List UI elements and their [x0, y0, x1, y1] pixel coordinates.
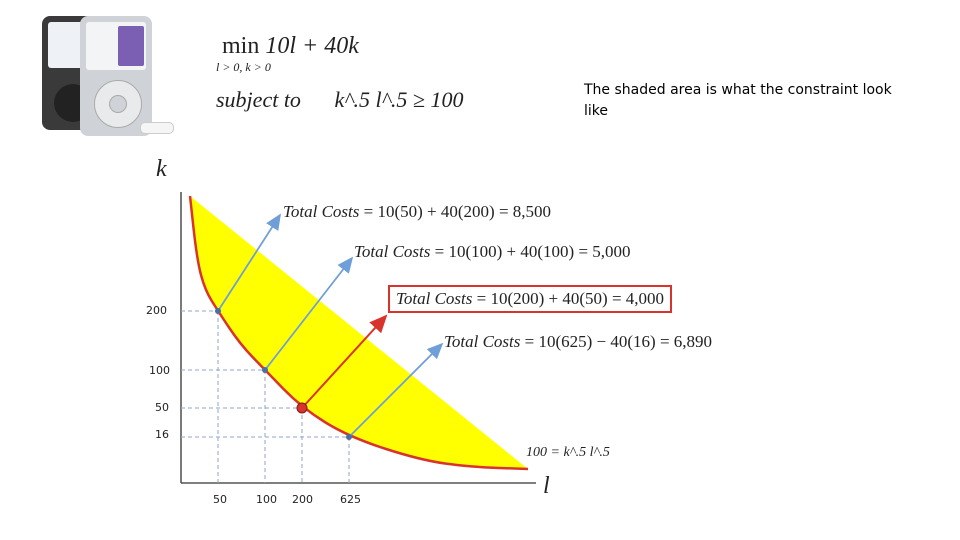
total-costs-expr: = 10(50) + 40(200) = 8,500 — [363, 202, 552, 221]
x-tick-100: 100 — [256, 493, 277, 506]
optimum-cost-arrow — [301, 314, 388, 409]
objective-min: min — [222, 33, 260, 59]
total-costs-2: Total Costs = 10(100) + 40(100) = 5,000 — [354, 242, 631, 262]
objective: min 10l + 40k — [222, 33, 359, 60]
y-tick-16: 16 — [155, 428, 169, 441]
total-costs-expr: = 10(200) + 40(50) = 4,000 — [476, 289, 665, 308]
x-tick-625: 625 — [340, 493, 361, 506]
curve-point — [346, 434, 352, 440]
x-axis-label: l — [543, 473, 550, 499]
shaded-area-note: The shaded area is what the constraint l… — [584, 82, 892, 119]
constraint: subject to k^.5 l^.5 ≥ 100 — [216, 87, 463, 113]
total-costs-1: Total Costs = 10(50) + 40(200) = 8,500 — [283, 202, 551, 222]
x-tick-50: 50 — [213, 493, 227, 506]
curve-point — [215, 308, 221, 314]
total-costs-4: Total Costs = 10(625) − 40(16) = 6,890 — [444, 332, 712, 352]
shaded-constraint-area — [190, 196, 528, 469]
cost-arrow — [264, 256, 354, 371]
total-costs-expr: = 10(100) + 40(100) = 5,000 — [434, 242, 631, 261]
y-tick-50: 50 — [155, 401, 169, 414]
y-tick-100: 100 — [149, 364, 170, 377]
y-axis-label: k — [156, 156, 167, 182]
curve-point — [262, 367, 268, 373]
constraint-curve — [188, 195, 529, 471]
optimum-point — [296, 402, 308, 414]
cost-arrow — [348, 342, 444, 438]
objective-expression: 10l + 40k — [265, 33, 359, 59]
total-costs-word: Total Costs — [283, 202, 360, 221]
ipod-image — [40, 14, 175, 136]
total-costs-word: Total Costs — [354, 242, 431, 261]
total-costs-expr: = 10(625) − 40(16) = 6,890 — [524, 332, 713, 351]
total-costs-3-highlighted: Total Costs = 10(200) + 40(50) = 4,000 — [388, 285, 673, 313]
objective-domain: l > 0, k > 0 — [216, 60, 271, 74]
constraint-expression: k^.5 l^.5 ≥ 100 — [334, 87, 464, 112]
cost-arrow — [217, 213, 281, 312]
y-tick-200: 200 — [146, 304, 167, 317]
curve-label: 100 = k^.5 l^.5 — [526, 445, 610, 460]
total-costs-word: Total Costs — [396, 289, 473, 308]
x-tick-200: 200 — [292, 493, 313, 506]
subject-to: subject to — [216, 87, 301, 112]
total-costs-word: Total Costs — [444, 332, 521, 351]
